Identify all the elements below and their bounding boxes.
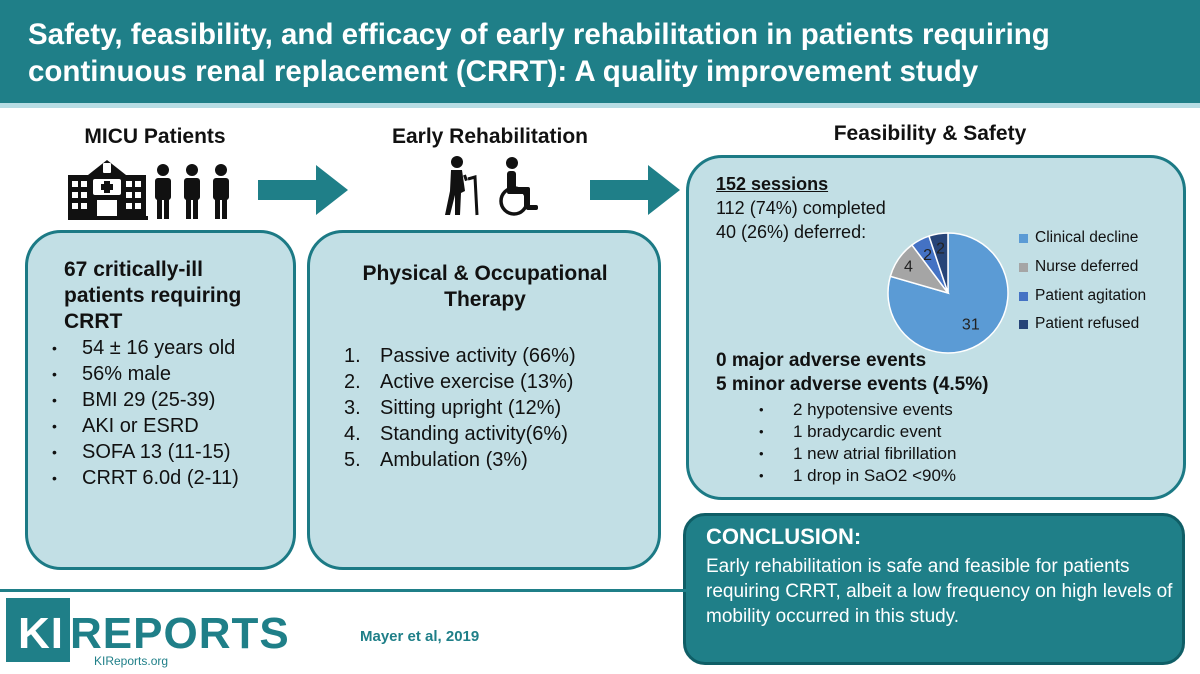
legend-label: Clinical decline <box>1035 229 1139 246</box>
safety-panel: 152 sessions 112 (74%) completed 40 (26%… <box>686 155 1186 500</box>
legend-swatch <box>1019 234 1028 243</box>
patients-summary: 67 critically-ill patients requiring CRR… <box>64 258 242 333</box>
item-number: 4. <box>344 423 361 445</box>
sessions-completed: 112 (74%) completed <box>716 198 886 218</box>
item-number: 5. <box>344 449 361 471</box>
list-item: 54 ± 16 years old <box>52 335 239 361</box>
list-item: 2 hypotensive events <box>757 399 956 421</box>
conclusion-panel: CONCLUSION: Early rehabilitation is safe… <box>683 513 1185 665</box>
arrow-right-icon <box>590 165 680 215</box>
sessions-total: 152 sessions <box>716 174 829 194</box>
therapy-list: 1. Passive activity (66%) 2. Active exerci… <box>344 343 576 473</box>
citation: Mayer et al, 2019 <box>360 628 480 645</box>
pie-slice-patient-refused <box>928 232 949 294</box>
legend-swatch <box>1019 292 1028 301</box>
minor-adverse-events: 5 minor adverse events (4.5%) <box>716 374 989 395</box>
legend-item-clinical-decline: Clinical decline <box>1019 229 1138 247</box>
list-item: 1 new atrial fibrillation <box>757 443 956 465</box>
page-title: Safety, feasibility, and efficacy of ear… <box>28 18 1050 88</box>
minor-events-list: 2 hypotensive events 1 bradycardic event… <box>757 399 956 487</box>
ki-reports-logo: KI REPORTS KIReports.org <box>6 598 296 668</box>
patients-bullet-list: 54 ± 16 years old 56% male BMI 29 (25-39… <box>52 335 239 491</box>
conclusion-heading: CONCLUSION: <box>706 524 862 549</box>
item-number: 2. <box>344 371 361 393</box>
rehab-heading: Early Rehabilitation <box>391 125 589 148</box>
legend-label: Patient refused <box>1035 315 1140 332</box>
item-number: 1. <box>344 345 361 367</box>
patients-heading: MICU Patients <box>84 125 226 148</box>
list-item: 3. Sitting upright (12%) <box>344 395 576 421</box>
item-text: Ambulation (3%) <box>380 449 528 471</box>
list-item: 1 drop in SaO2 <90% <box>757 465 956 487</box>
legend-item-nurse-deferred: Nurse deferred <box>1019 258 1138 276</box>
list-item: AKI or ESRD <box>52 413 239 439</box>
legend-item-patient-agitation: Patient agitation <box>1019 287 1146 305</box>
sessions-deferred: 40 (26%) deferred: <box>716 222 867 242</box>
therapy-title: Physical & Occupational Therapy <box>362 262 608 311</box>
list-item: 1 bradycardic event <box>757 421 956 443</box>
pie-data-label: 2 <box>923 247 932 264</box>
pie-data-label: 4 <box>904 259 913 276</box>
logo-url: KIReports.org <box>94 654 169 668</box>
list-item: SOFA 13 (11-15) <box>52 439 239 465</box>
list-item: BMI 29 (25-39) <box>52 387 239 413</box>
list-item: 4. Standing activity(6%) <box>344 421 576 447</box>
pie-data-label: 31 <box>962 316 980 333</box>
list-item: 2. Active exercise (13%) <box>344 369 576 395</box>
safety-heading: Feasibility & Safety <box>833 122 1027 145</box>
logo-reports: REPORTS <box>70 609 290 658</box>
arrow-right-icon <box>258 165 348 215</box>
conclusion-text: Early rehabilitation is safe and feasibl… <box>706 556 1173 627</box>
list-item: 1. Passive activity (66%) <box>344 343 576 369</box>
logo-block <box>6 598 70 662</box>
legend-swatch <box>1019 263 1028 272</box>
patients-panel: 67 critically-ill patients requiring CRR… <box>25 230 296 570</box>
pie-data-label: 2 <box>936 241 945 258</box>
item-text: Sitting upright (12%) <box>380 397 562 419</box>
legend-label: Nurse deferred <box>1035 258 1139 275</box>
header-banner: Safety, feasibility, and efficacy of ear… <box>0 0 1200 103</box>
legend-label: Patient agitation <box>1035 287 1147 304</box>
rehab-panel: Physical & Occupational Therapy 1. Passiv… <box>307 230 661 570</box>
mobility-icon <box>445 156 538 216</box>
hospital-patients-icon <box>68 160 229 220</box>
list-item: 56% male <box>52 361 239 387</box>
legend-item-patient-refused: Patient refused <box>1019 315 1139 333</box>
list-item: 5. Ambulation (3%) <box>344 447 576 473</box>
item-text: Active exercise (13%) <box>380 371 574 393</box>
list-item: CRRT 6.0d (2-11) <box>52 465 239 491</box>
item-text: Standing activity(6%) <box>380 423 568 445</box>
legend-swatch <box>1019 320 1028 329</box>
major-adverse-events: 0 major adverse events <box>716 350 927 371</box>
footer-divider <box>0 589 690 592</box>
logo-ki: KI <box>18 609 64 658</box>
item-number: 3. <box>344 397 361 419</box>
item-text: Passive activity (66%) <box>380 345 576 367</box>
header-divider <box>0 103 1200 108</box>
